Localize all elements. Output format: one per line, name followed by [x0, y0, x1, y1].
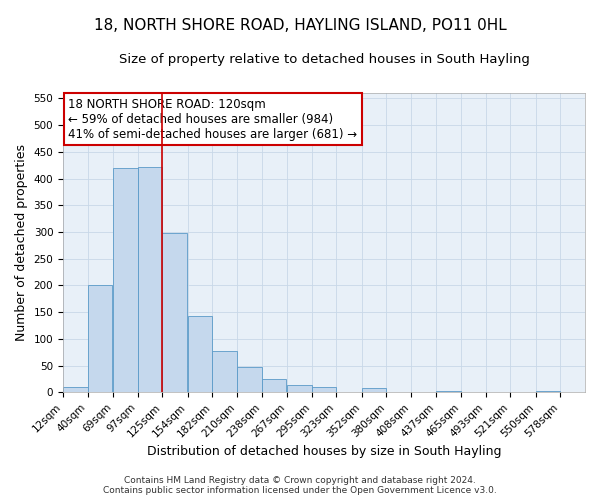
Text: 18, NORTH SHORE ROAD, HAYLING ISLAND, PO11 0HL: 18, NORTH SHORE ROAD, HAYLING ISLAND, PO… [94, 18, 506, 32]
Bar [312, 387, 337, 392]
Bar [262, 379, 286, 392]
Bar [163, 233, 187, 392]
Bar [362, 388, 386, 392]
Bar [188, 316, 212, 392]
Bar [88, 286, 112, 393]
X-axis label: Distribution of detached houses by size in South Hayling: Distribution of detached houses by size … [147, 444, 501, 458]
Text: Contains HM Land Registry data © Crown copyright and database right 2024.
Contai: Contains HM Land Registry data © Crown c… [103, 476, 497, 495]
Text: 18 NORTH SHORE ROAD: 120sqm
← 59% of detached houses are smaller (984)
41% of se: 18 NORTH SHORE ROAD: 120sqm ← 59% of det… [68, 98, 358, 140]
Bar [436, 391, 461, 392]
Bar [212, 350, 237, 393]
Title: Size of property relative to detached houses in South Hayling: Size of property relative to detached ho… [119, 52, 529, 66]
Y-axis label: Number of detached properties: Number of detached properties [15, 144, 28, 341]
Bar [63, 387, 88, 392]
Bar [113, 168, 138, 392]
Bar [138, 167, 163, 392]
Bar [237, 366, 262, 392]
Bar [287, 386, 312, 392]
